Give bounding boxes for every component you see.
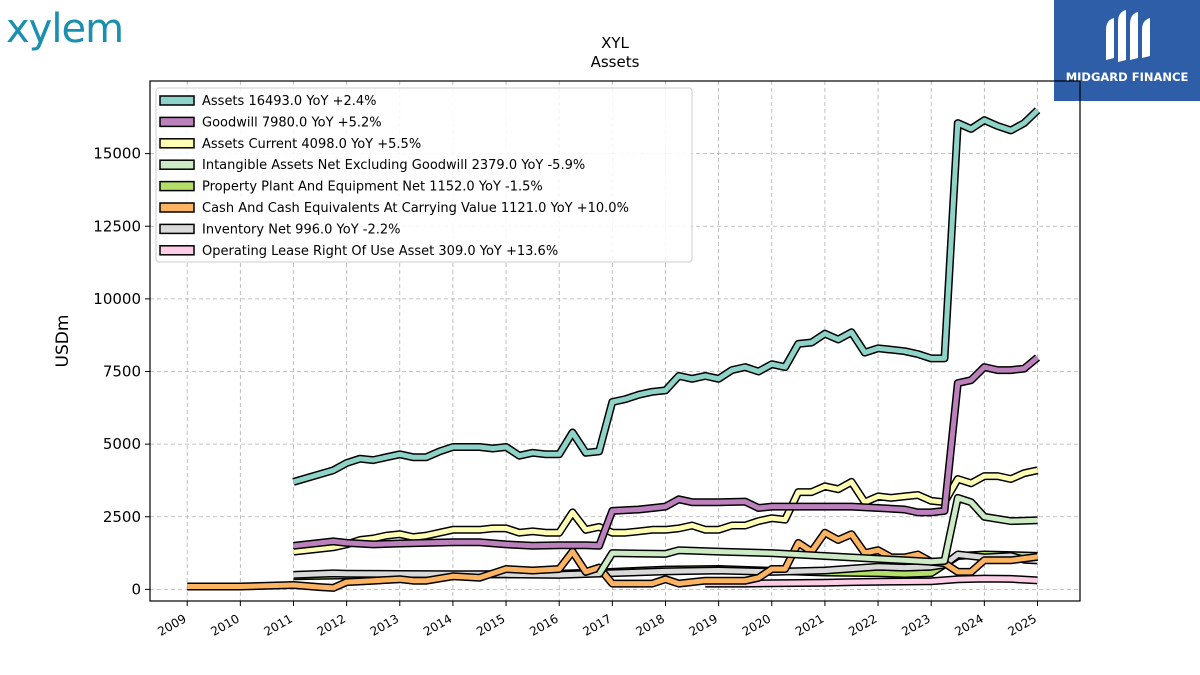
legend-swatch (159, 180, 195, 192)
legend-entry: Operating Lease Right Of Use Asset 309.0… (202, 244, 558, 259)
legend-swatch (159, 159, 195, 170)
legend-entry: Goodwill 7980.0 YoY +5.2% (202, 115, 382, 130)
legend-swatch (159, 245, 195, 256)
legend-box (155, 87, 693, 263)
y-tick-label: 7500 (103, 363, 141, 381)
series-line (293, 355, 1040, 549)
x-tick-label: 2011 (262, 611, 295, 638)
series-goodwill (293, 354, 1041, 550)
legend-swatch (159, 138, 195, 149)
legend-swatch (159, 95, 195, 106)
x-tick-label: 2017 (580, 611, 613, 638)
x-tick-label: 2022 (846, 611, 879, 638)
plot-frame (149, 80, 1081, 602)
x-tick-label: 2009 (155, 611, 188, 638)
legend-entry: Assets 16493.0 YoY +2.4% (202, 94, 377, 109)
x-tick-label: 2024 (952, 611, 985, 638)
series-assets-current (293, 466, 1039, 556)
legend-swatch (159, 116, 195, 128)
x-tick-label: 2020 (740, 611, 773, 638)
legend-swatch (159, 202, 195, 213)
x-tick-label: 2018 (634, 611, 667, 638)
chart-title: XYL (601, 34, 629, 52)
x-tick-label: 2019 (687, 611, 720, 638)
legend-swatch (159, 223, 195, 235)
x-tick-label: 2012 (315, 611, 348, 638)
series-line (596, 495, 1038, 576)
xylem-logo: xylem (6, 6, 124, 52)
series-line (292, 108, 1040, 485)
x-tick-label: 2010 (208, 611, 241, 638)
y-tick-label: 5000 (103, 435, 141, 453)
legend-entry: Property Plant And Equipment Net 1152.0 … (202, 180, 543, 195)
series-assets (292, 107, 1041, 486)
y-tick-label: 0 (131, 580, 141, 598)
chart-subtitle: Assets (591, 53, 640, 71)
legend-entry: Assets Current 4098.0 YoY +5.5% (202, 137, 421, 152)
x-tick-label: 2025 (1006, 611, 1039, 638)
midgard-finance-label: MIDGARD FINANCE (1065, 70, 1189, 84)
series-line (705, 576, 1038, 587)
y-tick-label: 10000 (93, 290, 141, 308)
x-tick-label: 2015 (474, 611, 507, 638)
x-tick-label: 2013 (368, 611, 401, 638)
midgard-finance-logo: MIDGARD FINANCE (1054, 0, 1200, 101)
series-intangible-assets-net-excluding-goodwill (595, 493, 1038, 577)
legend-entry: Intangible Assets Net Excluding Goodwill… (202, 158, 585, 173)
series-cash-and-cash-equivalents-at-carrying-value (187, 528, 1039, 592)
x-axis: 2009 2010 2011 2012 2013 2014 2015 2016 2017 2018… (155, 601, 1039, 639)
x-tick-label: 2021 (793, 611, 826, 638)
y-tick-label: 15000 (93, 145, 141, 163)
series-layer (187, 107, 1041, 592)
series-operating-lease-right-of-use-asset (705, 574, 1038, 588)
legend-entry: Cash And Cash Equivalents At Carrying Va… (202, 201, 629, 216)
midgard-emblem-icon (1106, 10, 1150, 62)
x-tick-label: 2023 (899, 611, 932, 638)
y-tick-label: 12500 (93, 217, 141, 235)
series-line (293, 467, 1039, 555)
x-tick-label: 2014 (421, 611, 454, 638)
y-tick-label: 2500 (103, 508, 141, 526)
x-tick-label: 2016 (527, 611, 560, 638)
series-line (187, 530, 1038, 591)
legend: Assets 16493.0 YoY +2.4% Goodwill 7980.0 … (155, 87, 693, 263)
legend-entry: Inventory Net 996.0 YoY -2.2% (202, 222, 401, 237)
y-axis: 0 2500 5000 7500 10000 12500 15000 (93, 145, 150, 598)
y-axis-label: USDm (53, 315, 73, 368)
